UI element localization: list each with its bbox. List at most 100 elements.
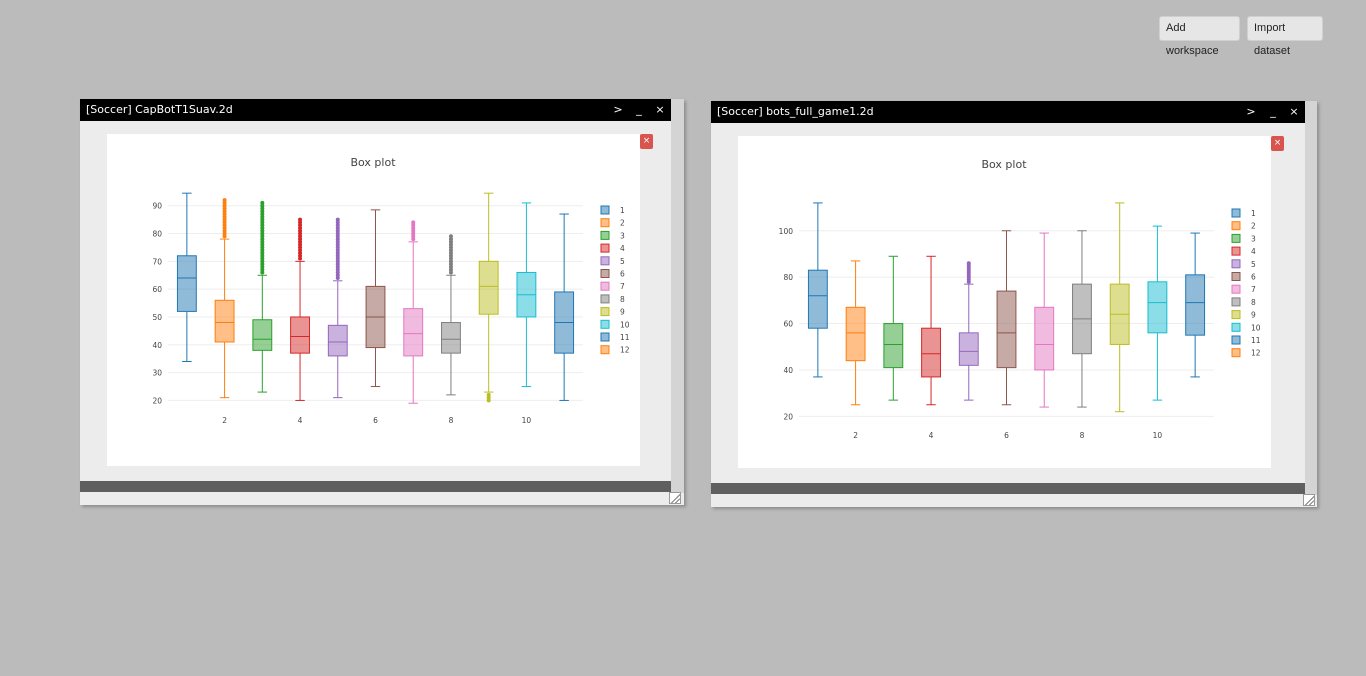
y-tick-label: 50 — [152, 313, 162, 322]
legend-swatch — [1231, 208, 1241, 218]
legend-label: 3 — [620, 231, 625, 240]
window-titlebar[interactable]: [Soccer] CapBotT1Suav.2d > _ × — [80, 99, 671, 121]
outlier-point — [298, 225, 303, 230]
outlier-point — [222, 217, 227, 222]
outlier-point — [260, 200, 265, 205]
outlier-point — [335, 253, 340, 258]
outlier-point — [260, 239, 265, 244]
legend-label: 5 — [620, 257, 625, 266]
legend-swatch — [600, 319, 610, 329]
legend-label: 7 — [620, 282, 625, 291]
outlier-point — [260, 248, 265, 253]
window-right-edge — [1305, 101, 1317, 495]
outlier-point — [260, 270, 265, 275]
plot-panel: Box plot 20 40 60 80 100 2 4 6 8 10 1 2 3 4 5 6 7 8 9 10 11 12 — [738, 136, 1271, 468]
box-4 — [921, 327, 941, 378]
y-tick-label: 80 — [152, 230, 162, 239]
outlier-point — [260, 223, 265, 228]
y-tick-label: 90 — [152, 202, 162, 211]
minimize-button[interactable]: _ — [636, 103, 642, 116]
close-plot-button[interactable]: × — [1271, 136, 1284, 151]
outlier-point — [448, 250, 453, 255]
import-dataset-button[interactable]: Import dataset — [1247, 16, 1323, 57]
legend-label: 8 — [1251, 298, 1256, 307]
close-window-button[interactable]: × — [1289, 105, 1299, 118]
outlier-point — [448, 256, 453, 261]
chart-title: Box plot — [981, 158, 1027, 171]
outlier-point — [486, 395, 491, 400]
window-titlebar[interactable]: [Soccer] bots_full_game1.2d > _ × — [711, 101, 1305, 123]
outlier-point — [222, 234, 227, 239]
outlier-point — [222, 228, 227, 233]
legend-swatch — [1231, 221, 1241, 231]
box-10 — [1147, 281, 1168, 334]
workspace-window-1: [Soccer] CapBotT1Suav.2d > _ × Box plot 2… — [80, 99, 684, 505]
y-tick-label: 70 — [152, 257, 162, 266]
legend-label: 5 — [1251, 260, 1256, 269]
outlier-point — [448, 262, 453, 267]
outlier-point — [298, 220, 303, 225]
outlier-point — [448, 237, 453, 242]
outlier-point — [448, 259, 453, 264]
y-tick-label: 80 — [783, 273, 793, 282]
add-workspace-button[interactable]: Add workspace — [1159, 16, 1240, 57]
x-tick-label: 10 — [1153, 431, 1163, 440]
outlier-point — [448, 270, 453, 275]
box-4 — [290, 316, 310, 354]
legend-label: 6 — [620, 270, 625, 279]
legend-label: 11 — [1251, 336, 1261, 345]
y-tick-label: 40 — [783, 366, 793, 375]
minimize-button[interactable]: _ — [1270, 105, 1276, 118]
x-tick-label: 8 — [449, 416, 454, 425]
outlier-point — [335, 223, 340, 228]
legend-swatch — [600, 205, 610, 215]
y-tick-label: 100 — [779, 227, 794, 236]
legend-swatch — [1231, 310, 1241, 320]
outlier-point — [260, 212, 265, 217]
outlier-point — [222, 214, 227, 219]
expand-button[interactable]: > — [1246, 105, 1256, 118]
outlier-point — [260, 259, 265, 264]
legend-label: 12 — [1251, 349, 1261, 358]
outlier-point — [260, 228, 265, 233]
x-tick-label: 6 — [1004, 431, 1009, 440]
outlier-point — [335, 228, 340, 233]
outlier-point — [411, 225, 416, 230]
legend-swatch — [600, 218, 610, 228]
legend-swatch — [1231, 284, 1241, 294]
legend-swatch — [1231, 348, 1241, 358]
legend-swatch — [1231, 335, 1241, 345]
box-5 — [958, 332, 979, 366]
legend-label: 1 — [1251, 209, 1256, 218]
legend-swatch — [1231, 259, 1241, 269]
legend-label: 2 — [1251, 222, 1256, 231]
workspace-window-2: [Soccer] bots_full_game1.2d > _ × Box pl… — [711, 101, 1317, 507]
legend-label: 9 — [1251, 311, 1256, 320]
outlier-point — [260, 231, 265, 236]
legend-swatch — [600, 243, 610, 253]
outlier-point — [260, 214, 265, 219]
legend-label: 3 — [1251, 234, 1256, 243]
legend-label: 4 — [1251, 247, 1256, 256]
window-resize-handle[interactable] — [1303, 494, 1315, 506]
outlier-point — [260, 253, 265, 258]
outlier-point — [411, 223, 416, 228]
outlier-point — [486, 398, 491, 403]
outlier-point — [260, 262, 265, 267]
legend-swatch — [1231, 322, 1241, 332]
expand-button[interactable]: > — [613, 103, 623, 116]
window-resize-handle[interactable] — [669, 492, 681, 504]
outlier-point — [222, 212, 227, 217]
x-tick-label: 10 — [522, 416, 532, 425]
close-plot-button[interactable]: × — [640, 134, 653, 149]
legend-label: 7 — [1251, 285, 1256, 294]
legend-swatch — [600, 281, 610, 291]
outlier-point — [298, 217, 303, 222]
close-window-button[interactable]: × — [655, 103, 665, 116]
window-right-edge — [671, 99, 684, 493]
outlier-point — [260, 225, 265, 230]
outlier-point — [411, 220, 416, 225]
legend-swatch — [1231, 233, 1241, 243]
legend-swatch — [600, 345, 610, 355]
